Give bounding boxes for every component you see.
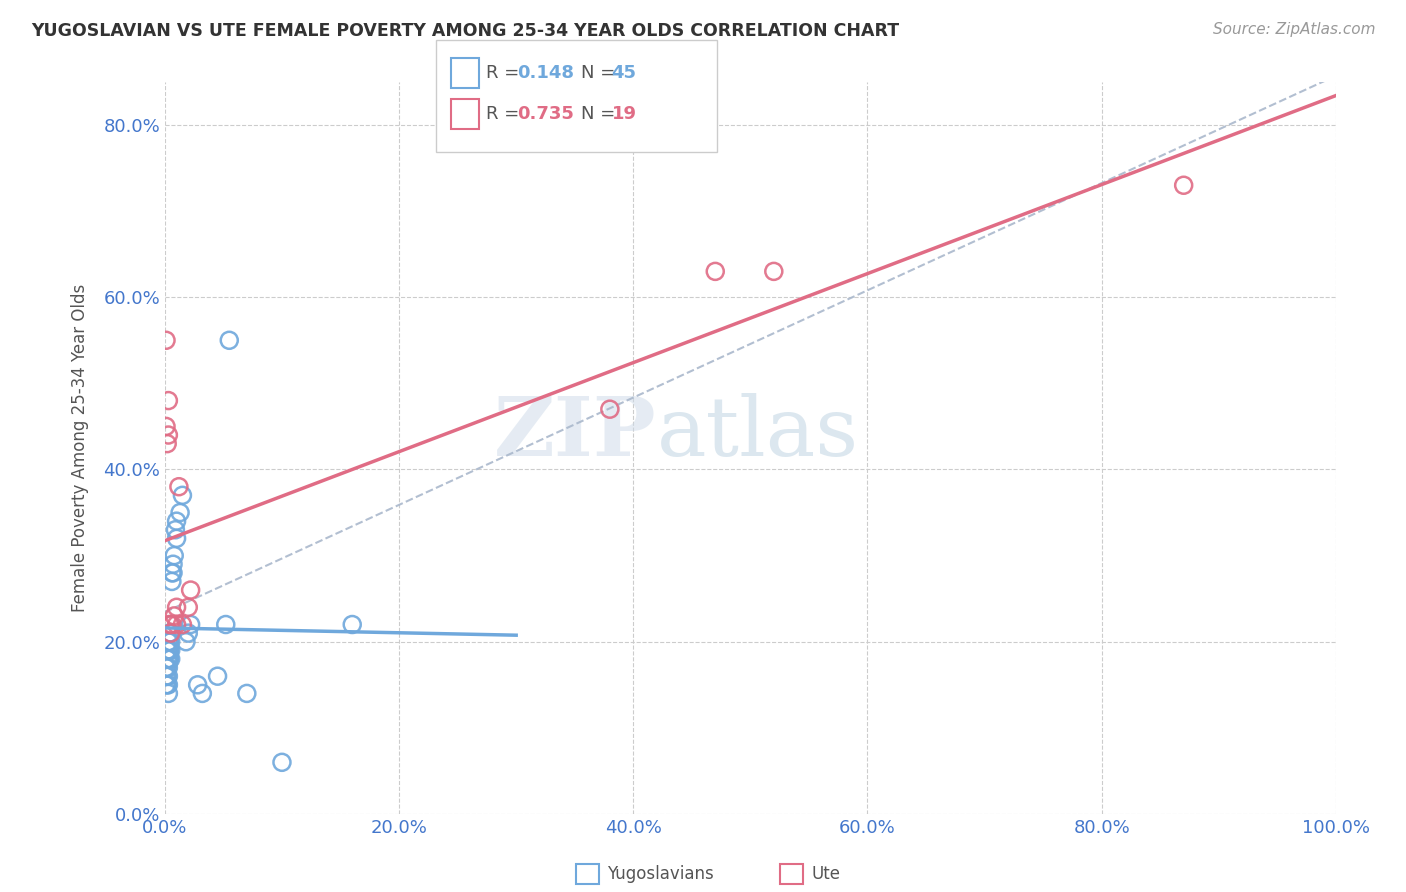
Point xyxy=(157,686,180,700)
Point xyxy=(177,626,200,640)
Point xyxy=(155,333,177,347)
Point xyxy=(159,617,181,632)
Text: 19: 19 xyxy=(612,105,637,123)
Y-axis label: Female Poverty Among 25-34 Year Olds: Female Poverty Among 25-34 Year Olds xyxy=(72,284,89,612)
Point xyxy=(342,617,364,632)
Point xyxy=(155,669,177,683)
Point xyxy=(156,660,179,674)
Text: ZIP: ZIP xyxy=(494,393,657,474)
Point xyxy=(187,678,209,692)
Point xyxy=(159,643,181,657)
Point xyxy=(159,652,181,666)
Text: N =: N = xyxy=(581,64,620,82)
Point xyxy=(159,652,181,666)
Point xyxy=(599,402,621,417)
Point xyxy=(156,643,179,657)
Point xyxy=(156,436,179,450)
Point xyxy=(160,566,183,580)
Point xyxy=(155,660,177,674)
Point xyxy=(162,558,184,572)
Text: Source: ZipAtlas.com: Source: ZipAtlas.com xyxy=(1212,22,1375,37)
Point xyxy=(163,549,186,563)
Point xyxy=(157,393,180,408)
Point xyxy=(172,617,194,632)
Point xyxy=(215,617,238,632)
Point xyxy=(157,652,180,666)
Point xyxy=(157,428,180,442)
Point xyxy=(704,264,727,278)
Text: Yugoslavians: Yugoslavians xyxy=(607,865,714,883)
Point xyxy=(155,419,177,434)
Text: 45: 45 xyxy=(612,64,637,82)
Point xyxy=(157,660,180,674)
Point xyxy=(165,523,187,537)
Point xyxy=(157,669,180,683)
Point xyxy=(762,264,785,278)
Text: Ute: Ute xyxy=(811,865,841,883)
Point xyxy=(160,617,183,632)
Point xyxy=(159,634,181,648)
Text: 0.148: 0.148 xyxy=(517,64,575,82)
Text: R =: R = xyxy=(486,105,526,123)
Point xyxy=(155,678,177,692)
Point xyxy=(166,514,188,528)
Point xyxy=(169,506,191,520)
Point xyxy=(180,617,202,632)
Point xyxy=(159,626,181,640)
Point xyxy=(159,634,181,648)
Point xyxy=(163,608,186,623)
Point xyxy=(159,617,181,632)
Point xyxy=(156,669,179,683)
Point xyxy=(236,686,259,700)
Point xyxy=(167,480,190,494)
Point xyxy=(156,678,179,692)
Point xyxy=(1173,178,1195,193)
Point xyxy=(207,669,229,683)
Point xyxy=(159,643,181,657)
Point xyxy=(180,583,202,598)
Point xyxy=(177,600,200,615)
Point xyxy=(172,488,194,502)
Text: R =: R = xyxy=(486,64,526,82)
Point xyxy=(160,574,183,589)
Point xyxy=(157,643,180,657)
Point xyxy=(166,532,188,546)
Point xyxy=(218,333,240,347)
Point xyxy=(159,626,181,640)
Text: atlas: atlas xyxy=(657,393,859,474)
Point xyxy=(166,617,188,632)
Point xyxy=(191,686,214,700)
Text: 0.735: 0.735 xyxy=(517,105,574,123)
Point xyxy=(157,634,180,648)
Text: N =: N = xyxy=(581,105,620,123)
Point xyxy=(174,634,197,648)
Point xyxy=(156,652,179,666)
Point xyxy=(159,626,181,640)
Text: YUGOSLAVIAN VS UTE FEMALE POVERTY AMONG 25-34 YEAR OLDS CORRELATION CHART: YUGOSLAVIAN VS UTE FEMALE POVERTY AMONG … xyxy=(31,22,898,40)
Point xyxy=(162,566,184,580)
Point xyxy=(166,600,188,615)
Point xyxy=(157,678,180,692)
Point xyxy=(271,756,294,770)
